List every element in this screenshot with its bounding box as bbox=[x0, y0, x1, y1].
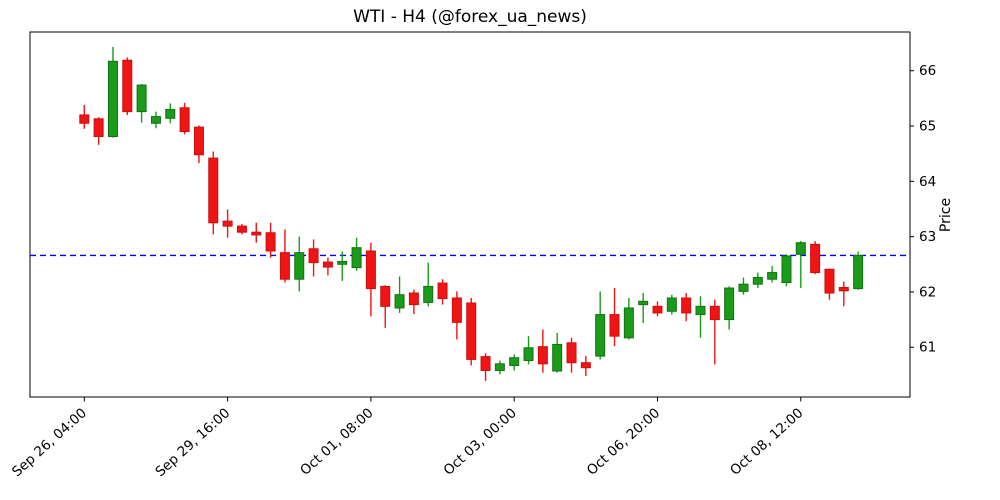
candle-body-down bbox=[193, 126, 204, 156]
candle-body-up bbox=[494, 363, 505, 371]
plot-border bbox=[29, 31, 911, 398]
candle-body-up bbox=[150, 116, 161, 124]
y-tick-label: 66 bbox=[919, 63, 936, 79]
candle-body-down bbox=[609, 314, 620, 337]
candle-body-up bbox=[337, 261, 348, 265]
candle-body-down bbox=[566, 342, 577, 364]
candle-body-up bbox=[136, 84, 147, 113]
candle-body-up bbox=[107, 60, 118, 138]
candle-body-up bbox=[552, 343, 563, 372]
x-tick-label: Oct 06, 20:00 bbox=[584, 405, 663, 479]
candle-body-up bbox=[423, 285, 434, 303]
candle-body-down bbox=[279, 252, 290, 280]
candle-body-up bbox=[351, 247, 362, 269]
candle-body-down bbox=[93, 118, 104, 138]
candle-body-down bbox=[122, 59, 133, 113]
candle-body-down bbox=[466, 302, 477, 360]
candle-body-up bbox=[795, 242, 806, 255]
candle-body-down bbox=[437, 282, 448, 300]
candle-body-down bbox=[365, 250, 376, 290]
x-tick-label: Oct 01, 08:00 bbox=[297, 405, 376, 479]
candle-body-up bbox=[666, 297, 677, 312]
candle-body-down bbox=[79, 114, 90, 124]
candle-body-up bbox=[638, 300, 649, 306]
candle-body-up bbox=[724, 287, 735, 321]
candle-body-up bbox=[623, 307, 634, 339]
candle-body-up bbox=[781, 255, 792, 284]
y-tick-label: 61 bbox=[919, 340, 936, 356]
y-axis-title: Price bbox=[938, 198, 954, 232]
y-tick-label: 62 bbox=[919, 284, 936, 300]
candle-body-down bbox=[537, 346, 548, 365]
candle-body-down bbox=[380, 285, 391, 307]
candle-body-down bbox=[208, 157, 219, 224]
candle-body-down bbox=[480, 356, 491, 371]
candle-body-down bbox=[408, 292, 419, 306]
y-tick-label: 64 bbox=[919, 174, 936, 190]
candle-body-up bbox=[595, 314, 606, 357]
candle-body-up bbox=[523, 347, 534, 362]
candle-body-up bbox=[165, 108, 176, 119]
candle-body-down bbox=[810, 243, 821, 274]
x-tick-label: Sep 29, 16:00 bbox=[152, 405, 233, 480]
chart-title: WTI - H4 (@forex_ua_news) bbox=[353, 7, 587, 27]
candle-body-down bbox=[322, 261, 333, 268]
y-tick-label: 65 bbox=[919, 119, 936, 135]
x-tick-label: Sep 26, 04:00 bbox=[9, 405, 90, 480]
candle-body-down bbox=[838, 287, 849, 292]
candle-body-down bbox=[681, 297, 692, 314]
candle-body-down bbox=[824, 268, 835, 294]
candle-body-up bbox=[853, 254, 864, 290]
candle-body-down bbox=[580, 362, 591, 369]
candle-body-down bbox=[265, 232, 276, 252]
candle-body-down bbox=[179, 107, 190, 133]
candle-body-up bbox=[695, 305, 706, 316]
candle-body-up bbox=[294, 252, 305, 280]
candle-body-up bbox=[394, 294, 405, 309]
candle-body-down bbox=[251, 231, 262, 236]
candle-body-up bbox=[752, 277, 763, 285]
candle-body-down bbox=[308, 248, 319, 264]
y-tick-label: 63 bbox=[919, 229, 936, 245]
x-tick-label: Oct 08, 12:00 bbox=[727, 405, 806, 479]
candle-body-up bbox=[738, 283, 749, 292]
candle-body-up bbox=[509, 357, 520, 366]
candle-body-down bbox=[652, 305, 663, 314]
candle-body-down bbox=[709, 305, 720, 321]
candle-body-down bbox=[236, 225, 247, 233]
candle-body-down bbox=[451, 297, 462, 323]
x-tick-label: Oct 03, 00:00 bbox=[441, 405, 520, 479]
candle-body-up bbox=[767, 272, 778, 280]
candle-body-down bbox=[222, 220, 233, 227]
